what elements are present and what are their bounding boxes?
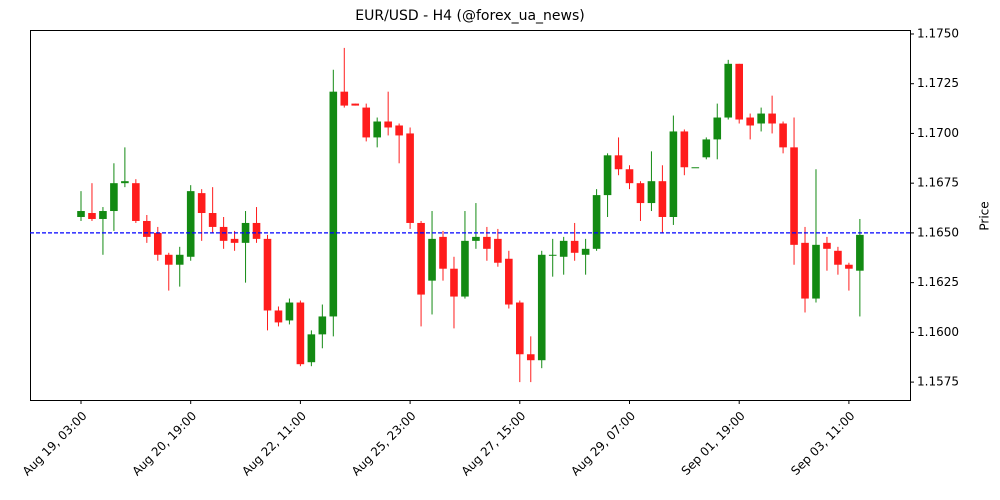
y-tick-label: 1.1625 [917,275,959,289]
y-tick-label: 1.1675 [917,176,959,190]
y-tick-label: 1.1575 [917,375,959,389]
candle-body [230,238,239,243]
candle-body [592,195,601,249]
candle-body [625,169,634,184]
candle-body [186,191,195,257]
candle-body [77,211,85,217]
x-tick-label: Aug 29, 07:00 [568,409,638,479]
chart-title: EUR/USD - H4 (@forex_ua_news) [355,8,585,24]
x-tick-label: Aug 20, 19:00 [129,409,199,479]
candle-body [318,316,327,335]
candle-body [801,242,809,299]
plot-frame [30,30,911,401]
candle-body [559,240,568,257]
candle-body [823,242,831,249]
candle-body [526,354,535,361]
x-tick-label: Sep 03, 11:00 [788,409,857,478]
candle-body [373,121,381,138]
candle-body [439,236,447,269]
candle-body [472,236,480,241]
candle-body [812,244,820,299]
candle-body [581,248,590,255]
x-tick-label: Aug 22, 11:00 [239,409,309,479]
candle-body [428,238,436,281]
candle-body [164,254,173,265]
candle-body [329,91,338,317]
candle-body [351,103,360,106]
candle-body [340,91,349,106]
x-tick-label: Aug 27, 15:00 [459,409,529,479]
candle-body [132,183,140,221]
candle-body [603,155,612,196]
x-tick-label: Sep 01, 19:00 [679,409,748,478]
candle-body [121,181,129,184]
candle-body [505,258,513,305]
candle-body [153,232,162,255]
candle-body [208,213,217,227]
candle-body [702,139,711,158]
candle-body [713,117,722,140]
candle-body [296,302,305,365]
candle-body [680,131,689,168]
candle-body [450,268,458,297]
candle-body [384,121,392,128]
candle-body [219,226,228,241]
candle-body [856,234,864,271]
candle-body [494,238,502,263]
candle-body [110,183,118,212]
candle-body [197,193,206,214]
candle-body [834,250,842,265]
candle-body [307,334,316,363]
candle-body [724,63,733,118]
y-tick-label: 1.1750 [917,26,959,40]
candle-body [845,264,853,269]
candle-body [647,181,656,204]
candle-body [516,302,524,355]
candle-body [636,183,645,204]
x-tick-label: Aug 25, 23:00 [349,409,419,479]
candle-body [241,222,250,243]
candle-body [483,236,491,249]
candle-body [691,167,700,169]
candle-body [88,213,96,219]
candle-body [175,254,184,265]
candle-body [669,131,678,217]
y-tick-label: 1.1600 [917,325,959,339]
candle-body [735,63,743,120]
candle-body [406,133,414,223]
candle-body [779,123,787,148]
candle-body [263,238,272,311]
candle-body [790,147,798,245]
y-axis-label: Price [978,201,992,230]
candle-body [395,125,403,136]
candle-body [746,117,754,126]
y-tick-label: 1.1700 [917,126,959,140]
candle-body [461,240,469,297]
candle-body [274,310,283,323]
candle-body [614,155,623,170]
candle-body [658,181,667,217]
candle-body [285,302,294,321]
candle-body [757,113,765,124]
candle-body [252,222,261,239]
candle-body [768,113,776,124]
y-tick-label: 1.1725 [917,76,959,90]
candle-body [570,240,579,253]
candle-body [537,254,546,361]
candle-body [417,222,425,295]
candle-body [99,211,107,219]
y-tick-label: 1.1650 [917,225,959,239]
candle-body [548,254,557,256]
candle-body [143,220,151,237]
x-tick-label: Aug 19, 03:00 [20,409,90,479]
candle-body [362,107,371,138]
